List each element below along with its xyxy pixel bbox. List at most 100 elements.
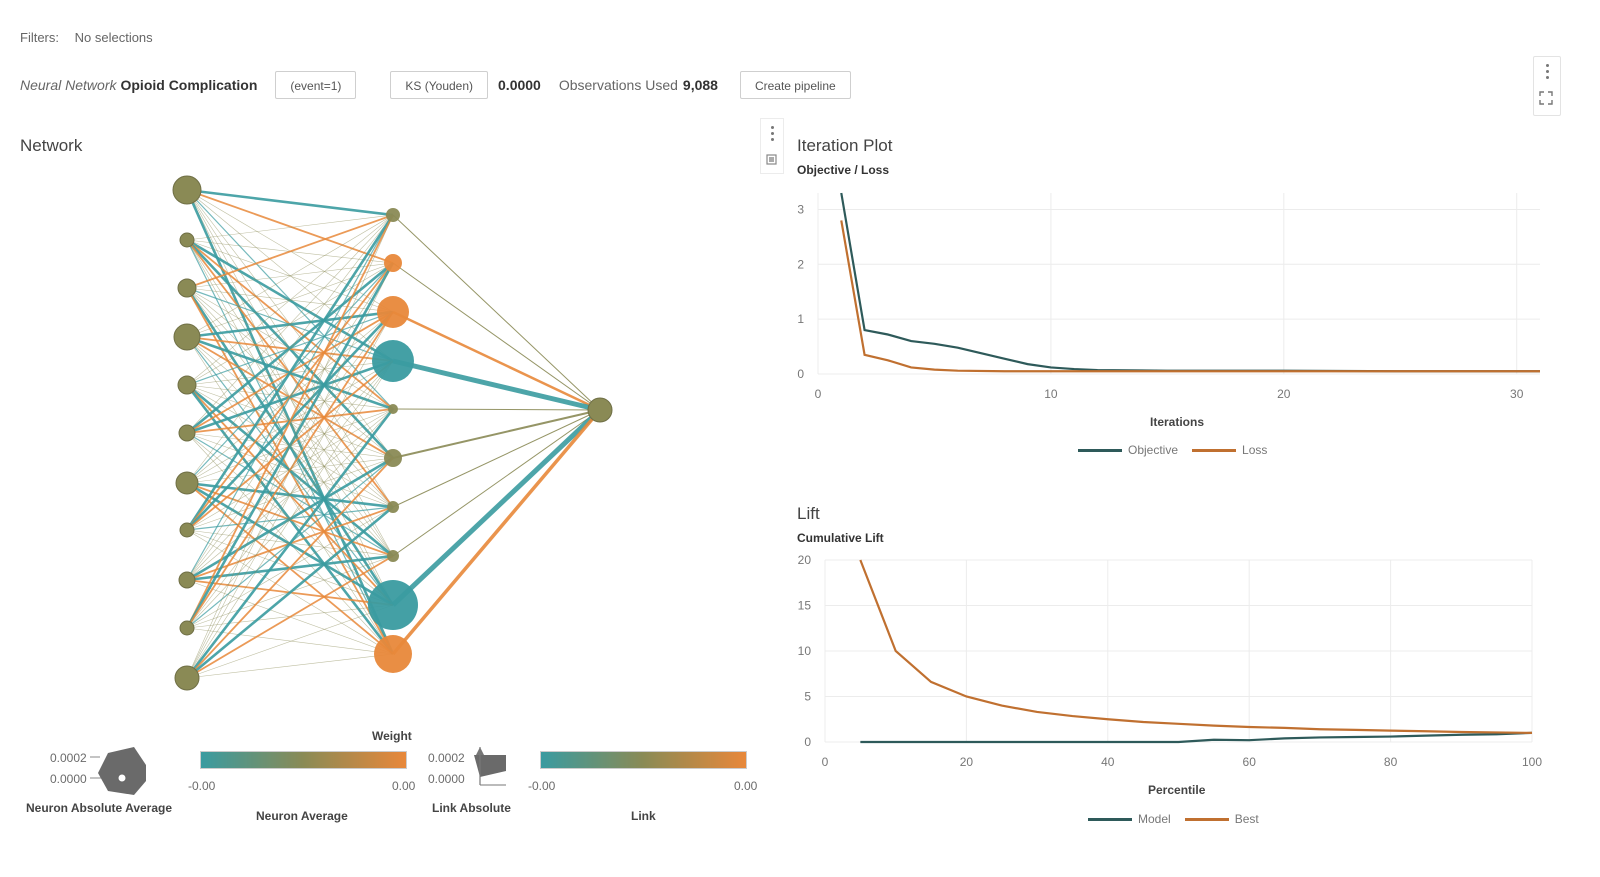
network-link — [392, 214, 601, 411]
chart-gridlines — [817, 193, 1540, 375]
x-tick-label: 10 — [1044, 387, 1058, 401]
hidden-neuron[interactable] — [372, 340, 414, 382]
best-legend-label: Best — [1234, 812, 1259, 826]
hidden-neuron[interactable] — [374, 635, 412, 673]
observations-value: 9,088 — [682, 77, 718, 93]
link-abs-label: Link Absolute — [432, 801, 511, 815]
event-level-button[interactable]: (event=1) — [275, 71, 357, 99]
neuron-average-gradient — [200, 751, 407, 769]
best-swatch — [1184, 817, 1229, 821]
input-neuron[interactable] — [178, 424, 196, 442]
iteration-legend: Objective Loss — [1078, 443, 1267, 457]
model-type: Neural Network — [20, 77, 117, 93]
filters-label: Filters: — [20, 30, 59, 45]
input-neuron[interactable] — [174, 665, 200, 691]
x-tick-label: 60 — [1243, 755, 1257, 769]
network-link — [186, 262, 394, 679]
network-link — [392, 310, 601, 412]
network-menu-icon[interactable] — [761, 119, 783, 147]
series-line-best[interactable] — [859, 559, 1533, 734]
network-link — [186, 214, 394, 386]
more-options-icon[interactable] — [1536, 57, 1558, 85]
hidden-neuron[interactable] — [387, 501, 399, 513]
x-tick-label: 100 — [1522, 755, 1542, 769]
hidden-neuron[interactable] — [386, 208, 400, 222]
chart-gridlines — [824, 559, 1533, 743]
input-neuron[interactable] — [179, 522, 195, 538]
network-link — [186, 360, 394, 679]
y-tick-label: 15 — [798, 599, 812, 613]
network-link — [186, 214, 394, 338]
y-tick-label: 20 — [798, 553, 812, 567]
hidden-neuron[interactable] — [388, 404, 398, 414]
loss-swatch — [1192, 448, 1237, 452]
series-line-model[interactable] — [860, 731, 1533, 744]
y-tick-label: 2 — [797, 257, 804, 271]
iteration-chart: 0 10 20 30 0 1 2 3 — [797, 192, 1540, 401]
network-link — [186, 188, 394, 217]
y-tick-label: 5 — [804, 690, 811, 704]
model-header: Neural Network Opioid Complication (even… — [20, 70, 851, 100]
lift-plot-subtitle: Cumulative Lift — [797, 531, 884, 545]
iteration-plot-subtitle: Objective / Loss — [797, 163, 890, 177]
input-neuron[interactable] — [177, 375, 197, 395]
series-line-loss[interactable] — [840, 220, 1540, 373]
create-pipeline-button[interactable]: Create pipeline — [739, 71, 851, 99]
lift-xlabel: Percentile — [1148, 783, 1206, 797]
network-links — [185, 188, 602, 680]
input-neuron[interactable] — [178, 571, 196, 589]
network-link — [391, 408, 602, 607]
lift-plot-title: Lift — [797, 504, 820, 523]
hidden-neuron[interactable] — [384, 254, 402, 272]
x-tick-label: 40 — [1101, 755, 1115, 769]
lift-chart: 0 20 40 60 80 100 0 5 10 15 20 — [798, 553, 1543, 769]
input-neuron[interactable] — [172, 175, 202, 205]
ks-youden-button[interactable]: KS (Youden) — [390, 71, 489, 99]
series-line-objective[interactable] — [840, 192, 1540, 373]
model-legend-label: Model — [1138, 812, 1171, 826]
network-link — [186, 214, 394, 241]
model-swatch — [1088, 817, 1132, 821]
hidden-neuron[interactable] — [368, 580, 418, 630]
lift-legend: Model Best — [1088, 812, 1259, 826]
neuron-avg-label: Neuron Average — [256, 809, 348, 823]
link-gradient — [540, 751, 747, 769]
network-link — [392, 408, 601, 411]
network-link — [186, 214, 394, 581]
y-tick-label: 0 — [804, 735, 811, 749]
loss-legend-label: Loss — [1242, 443, 1268, 457]
model-name: Opioid Complication — [120, 77, 258, 93]
x-tick-label: 30 — [1510, 387, 1524, 401]
input-neuron[interactable] — [179, 620, 195, 636]
iteration-xlabel: Iterations — [1150, 415, 1205, 429]
iteration-plot-title: Iteration Plot — [797, 136, 893, 155]
input-neuron[interactable] — [175, 471, 199, 495]
network-link — [186, 555, 394, 679]
network-link — [186, 505, 394, 680]
input-neuron[interactable] — [173, 323, 201, 351]
network-maximize-icon[interactable] — [766, 152, 777, 170]
page-toolbar — [1533, 56, 1561, 116]
network-link — [392, 262, 601, 411]
network-link — [392, 409, 601, 557]
network-link — [391, 408, 602, 656]
network-link — [186, 604, 394, 679]
network-link — [392, 358, 601, 413]
hidden-neuron[interactable] — [377, 296, 409, 328]
expand-icon[interactable] — [1539, 91, 1553, 110]
network-panel-toolbar — [760, 118, 784, 174]
hidden-neuron[interactable] — [387, 550, 399, 562]
link-width-legend-icon — [474, 747, 506, 786]
neuron-abs-max: 0.0002 — [50, 751, 87, 765]
y-tick-label: 0 — [797, 367, 804, 381]
hidden-neuron[interactable] — [384, 449, 402, 467]
output-neuron[interactable] — [587, 397, 613, 423]
input-neuron[interactable] — [179, 232, 195, 248]
input-neuron[interactable] — [177, 278, 197, 298]
weight-legend-title: Weight — [372, 729, 412, 743]
network-link — [392, 409, 601, 459]
network-link — [185, 262, 395, 629]
link-min: -0.00 — [528, 779, 556, 793]
network-link — [186, 214, 394, 289]
network-legend: Weight 0.0002 0.0000 Neuron Absolute Ave… — [0, 725, 780, 835]
